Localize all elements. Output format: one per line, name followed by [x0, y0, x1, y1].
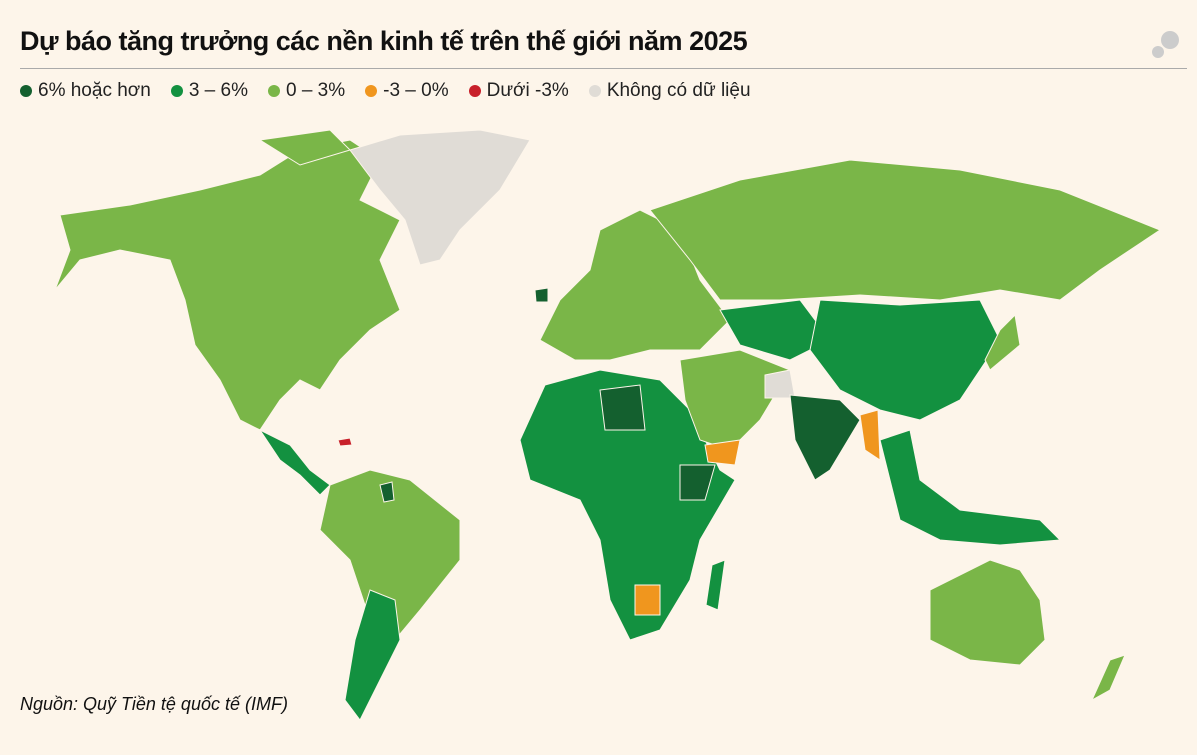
legend-swatch: [170, 85, 183, 97]
argentina: [344, 589, 401, 721]
myanmar: [859, 409, 881, 461]
central-america: [258, 428, 331, 496]
guyana: [379, 481, 395, 503]
russia: [649, 159, 1162, 301]
gear-icon: [1152, 31, 1179, 58]
source: Nguồn: Quỹ Tiền tệ quốc tế (IMF): [20, 694, 288, 714]
legend-label: 6% hoặc hơn: [38, 80, 151, 101]
india: [789, 394, 861, 481]
legend-label: Dưới -3%: [486, 80, 569, 101]
afghanistan: [764, 369, 796, 399]
haiti: [337, 437, 353, 447]
ireland: [534, 287, 549, 303]
greenland: [349, 129, 531, 266]
legend-label: 3 – 6%: [188, 80, 248, 101]
legend-label: Không có dữ liệu: [606, 80, 751, 101]
legend-swatch: [588, 85, 601, 97]
australia: [929, 559, 1046, 666]
south-america: [319, 469, 461, 641]
north-america: [54, 139, 401, 431]
legend-item: 6% hoặc hơn: [20, 80, 151, 102]
legend-item: Dưới -3%: [468, 80, 569, 102]
legend-item: -3 – 0%: [365, 80, 449, 102]
legend-item: Không có dữ liệu: [588, 80, 751, 102]
title: Dự báo tăng trưởng các nền kinh tế trên …: [20, 26, 748, 56]
japan: [984, 313, 1021, 371]
divider: [20, 68, 1187, 69]
legend-item: 0 – 3%: [267, 80, 346, 102]
southeast-asia: [879, 429, 1062, 546]
middle-east: [679, 349, 791, 451]
legend-swatch: [20, 85, 32, 97]
china: [809, 299, 1001, 421]
legend: 6% hoặc hơn 3 – 6% 0 – 3% -3 – 0% Dưới -3% Kh…: [20, 80, 751, 102]
libya: [599, 384, 646, 431]
madagascar: [705, 559, 726, 611]
africa: [519, 369, 736, 641]
yemen: [704, 439, 741, 466]
legend-swatch: [468, 85, 481, 97]
new-zealand: [1090, 654, 1126, 702]
botswana: [634, 584, 661, 616]
legend-label: 0 – 3%: [285, 80, 346, 101]
legend-swatch: [267, 85, 280, 97]
ethiopia: [679, 464, 716, 501]
legend-item: 3 – 6%: [170, 80, 248, 102]
legend-swatch: [365, 85, 378, 97]
legend-label: -3 – 0%: [383, 80, 449, 101]
